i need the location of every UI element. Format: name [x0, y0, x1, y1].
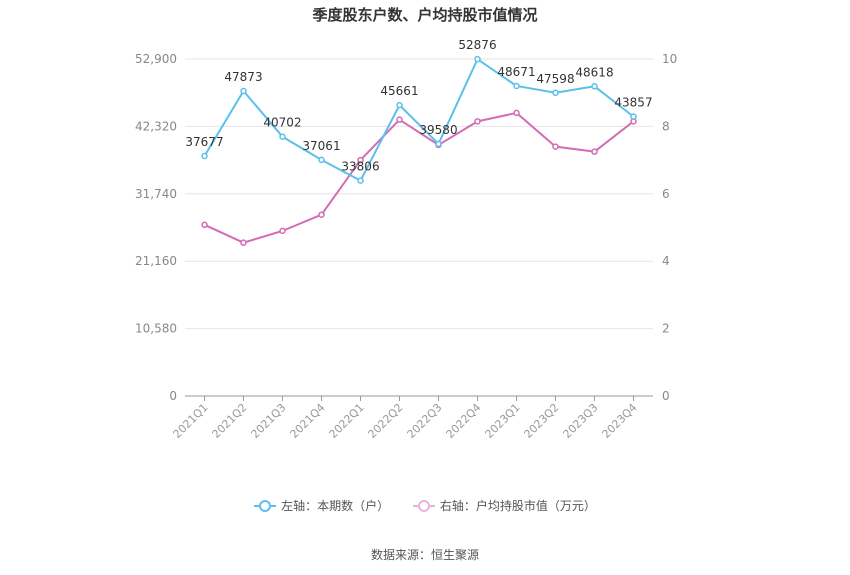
- data-label: 47873: [224, 70, 262, 84]
- right-tick-label: 0: [662, 389, 670, 403]
- x-tick-label: 2023Q3: [561, 401, 601, 441]
- right-tick-label: 8: [662, 119, 670, 133]
- left-tick-label: 21,160: [135, 254, 177, 268]
- data-label: 37677: [185, 135, 223, 149]
- series-line: [204, 111, 635, 244]
- left-tick-label: 42,320: [135, 119, 177, 133]
- legend: 左轴：本期数（户） 右轴：户均持股市值（万元）: [0, 497, 850, 516]
- data-point: [396, 116, 403, 123]
- data-point: [357, 177, 364, 184]
- chart-title: 季度股东户数、户均持股市值情况: [312, 6, 538, 24]
- data-point: [396, 101, 403, 109]
- data-point: [279, 227, 286, 235]
- legend-label: 右轴：户均持股市值（万元）: [439, 499, 596, 513]
- right-tick-label: 2: [662, 322, 670, 336]
- data-label: 33806: [341, 160, 379, 174]
- data-point: [201, 221, 208, 229]
- left-tick-label: 52,900: [135, 52, 177, 66]
- left-tick-label: 10,580: [135, 322, 177, 336]
- right-tick-label: 4: [662, 254, 670, 268]
- x-tick-label: 2023Q4: [600, 401, 640, 441]
- data-label: 48671: [497, 65, 535, 79]
- data-point: [474, 118, 481, 125]
- data-point: [240, 87, 247, 95]
- data-point: [513, 82, 520, 90]
- data-label: 37061: [302, 139, 340, 153]
- data-point: [435, 140, 442, 148]
- data-point: [630, 113, 637, 120]
- data-point: [318, 156, 325, 164]
- series-lines: [201, 55, 637, 246]
- data-point: [279, 133, 286, 140]
- x-tick-label: 2021Q4: [288, 401, 328, 441]
- data-point: [591, 148, 598, 155]
- x-tick-label: 2022Q3: [405, 401, 445, 441]
- data-label: 52876: [458, 38, 496, 52]
- data-label: 47598: [536, 72, 574, 86]
- left-tick-label: 31,740: [135, 187, 177, 201]
- data-label: 48618: [575, 65, 613, 79]
- legend-swatch-blue-icon: [254, 499, 277, 513]
- data-label: 45661: [380, 84, 418, 98]
- grid-lines: [185, 58, 653, 330]
- x-tick-label: 2021Q2: [210, 401, 250, 441]
- data-point: [357, 156, 364, 164]
- series-line: [203, 58, 635, 182]
- x-tick-label: 2021Q3: [249, 401, 289, 441]
- right-tick-label: 10: [662, 52, 677, 66]
- data-point: [552, 143, 559, 150]
- x-tick-label: 2023Q1: [483, 401, 523, 441]
- left-tick-label: 0: [169, 389, 177, 403]
- data-point: [318, 211, 325, 218]
- data-label: 43857: [614, 96, 652, 110]
- data-point: [240, 239, 247, 246]
- legend-item-right-axis[interactable]: 右轴：户均持股市值（万元）: [412, 497, 596, 514]
- x-tick-label: 2023Q2: [522, 401, 562, 441]
- data-point: [474, 55, 481, 63]
- chart-canvas: 0 10,580 21,160 31,740 42,320 52,900 0 2 4 6 8 10 20…: [135, 38, 677, 441]
- legend-swatch-pink-icon: [412, 499, 435, 513]
- x-tick-label: 2021Q1: [171, 401, 211, 441]
- legend-label: 左轴：本期数（户）: [281, 499, 390, 513]
- legend-item-left-axis[interactable]: 左轴：本期数（户）: [254, 497, 389, 514]
- x-tick-label: 2022Q4: [444, 401, 484, 441]
- data-label: 40702: [263, 116, 301, 130]
- source-note: 数据来源：恒生聚源: [370, 548, 479, 562]
- data-point: [552, 89, 559, 97]
- data-label: 39580: [419, 123, 457, 137]
- data-point: [201, 152, 208, 160]
- right-tick-label: 6: [662, 187, 670, 201]
- data-point: [513, 109, 520, 117]
- x-tick-label: 2022Q2: [366, 401, 406, 441]
- x-tick-label: 2022Q1: [327, 401, 367, 441]
- data-point: [591, 83, 598, 90]
